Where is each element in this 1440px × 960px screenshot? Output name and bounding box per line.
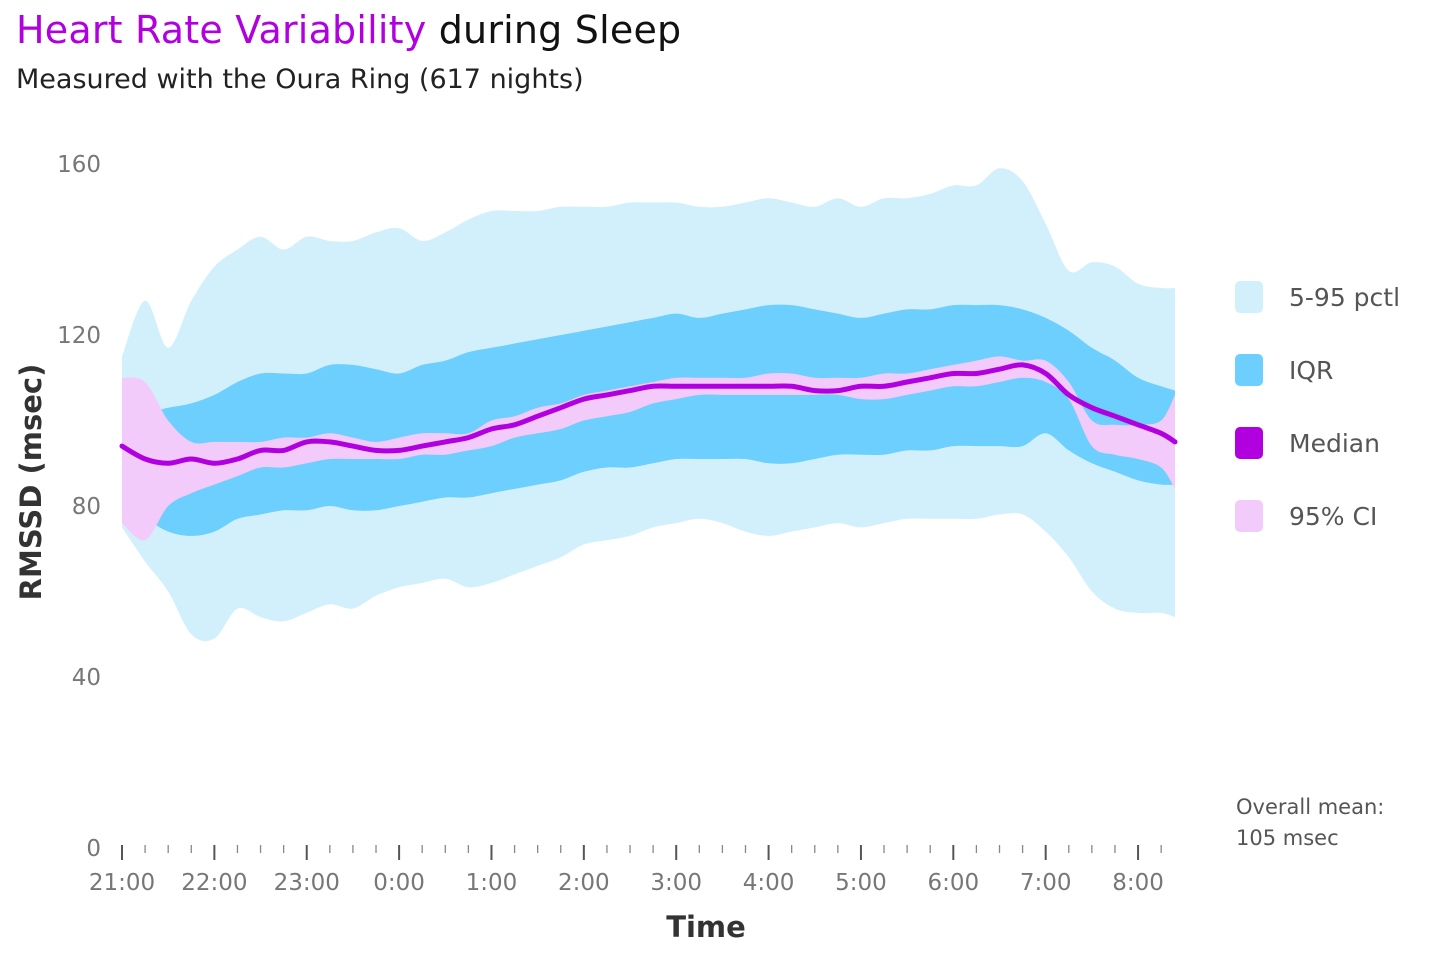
legend-swatch — [1235, 354, 1263, 386]
y-axis: 0 40 80 120 160 — [57, 152, 101, 862]
legend-swatch — [1235, 281, 1263, 313]
x-tick-label: 1:00 — [466, 870, 518, 896]
y-axis-title: RMSSD (msec) — [14, 364, 48, 601]
legend-swatch — [1235, 500, 1263, 532]
x-tick-label: 7:00 — [1020, 870, 1072, 896]
x-tick-label: 4:00 — [743, 870, 795, 896]
chart-subtitle: Measured with the Oura Ring (617 nights) — [16, 64, 584, 95]
band-interquartile-range — [122, 304, 1175, 536]
x-tick-label: 6:00 — [927, 870, 979, 896]
legend-label: 95% CI — [1289, 502, 1377, 531]
y-tick-label: 40 — [72, 665, 101, 691]
chart-title-highlight: Heart Rate Variability — [16, 8, 427, 52]
y-tick-label: 120 — [57, 323, 101, 349]
x-tick-label: 3:00 — [650, 870, 702, 896]
overall-mean-value: 105 msec — [1236, 826, 1339, 850]
x-tick-label: 21:00 — [89, 870, 155, 896]
x-tick-label: 2:00 — [558, 870, 610, 896]
x-axis: 21:00 22:00 23:00 0:00 1:00 2:00 3:00 4:00 5:00 6… — [89, 845, 1164, 896]
x-tick-label: 22:00 — [181, 870, 247, 896]
chart-title-rest: during Sleep — [426, 8, 682, 52]
legend-label: Median — [1289, 429, 1380, 458]
x-tick-label: 8:00 — [1112, 870, 1164, 896]
overall-mean-label: Overall mean: — [1236, 795, 1385, 819]
median-line — [119, 362, 1178, 466]
y-tick-label: 160 — [57, 152, 101, 178]
legend-label: IQR — [1289, 356, 1333, 385]
band-95-ci — [122, 356, 1175, 541]
x-axis-title: Time — [666, 910, 746, 944]
y-tick-label: 0 — [86, 836, 101, 862]
x-tick-label: 5:00 — [835, 870, 887, 896]
legend: 5-95 pctl IQR Median 95% CI — [1235, 281, 1400, 532]
plot-area — [119, 168, 1178, 642]
x-tick-label: 23:00 — [274, 870, 340, 896]
x-tick-label: 0:00 — [373, 870, 425, 896]
y-tick-label: 80 — [72, 494, 101, 520]
chart-title: Heart Rate Variability during Sleep — [16, 8, 681, 52]
overall-mean-note: Overall mean: 105 msec — [1236, 792, 1426, 854]
legend-label: 5-95 pctl — [1289, 283, 1400, 312]
legend-swatch — [1235, 427, 1263, 459]
